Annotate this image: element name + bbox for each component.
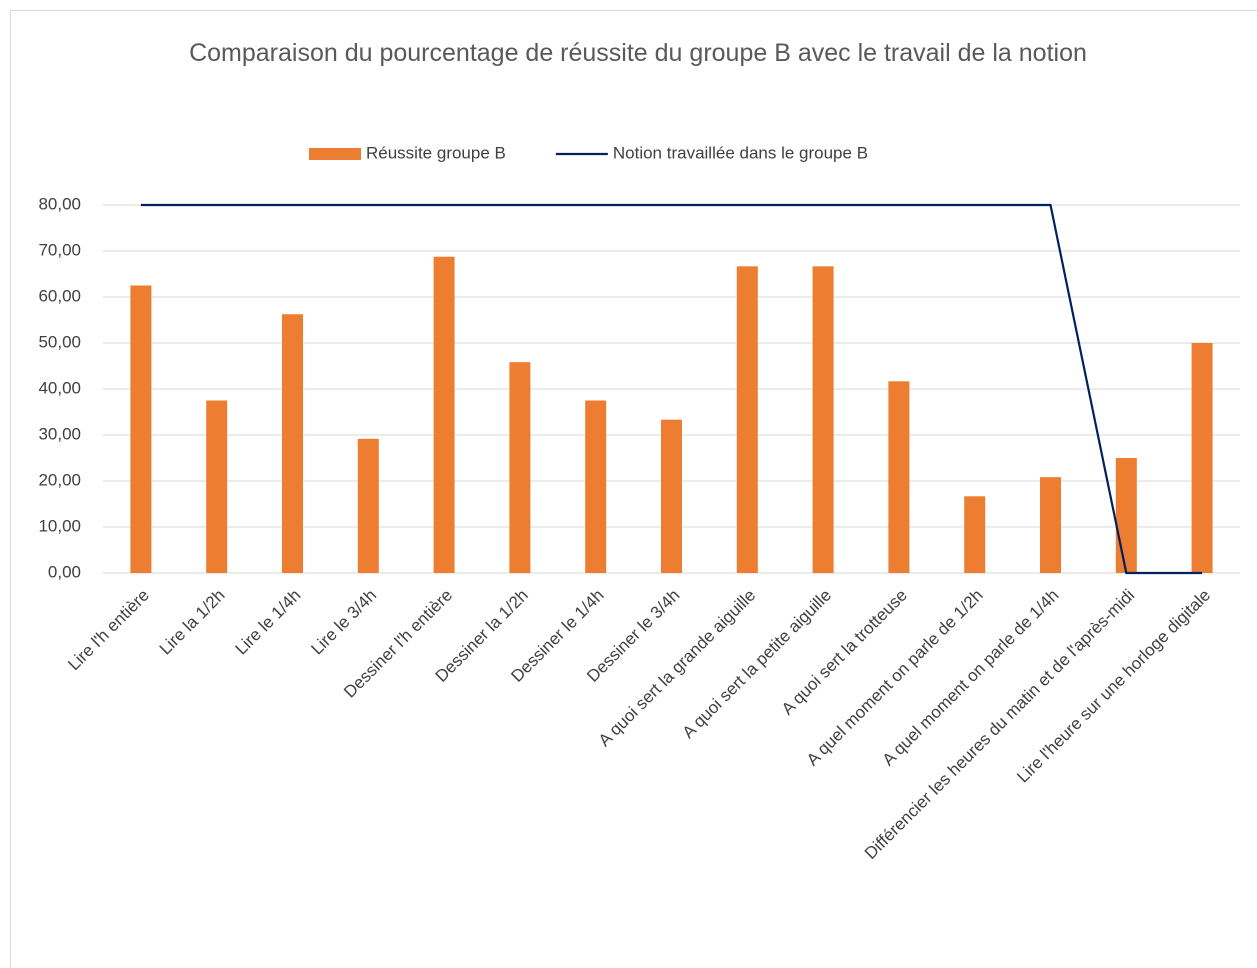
bar [509,362,531,573]
x-tick-label: A quoi sert la petite aiguille [679,586,835,742]
x-tick-label: A quoi sert la trotteuse [778,586,911,719]
legend-swatch [309,148,361,160]
bar [736,266,758,573]
bar [812,266,834,573]
x-tick-label: Lire le 1/4h [232,586,305,659]
chart-title: Comparaison du pourcentage de réussite d… [189,39,1087,67]
line [140,203,1203,575]
y-tick-label: 20,00 [38,470,81,489]
y-tick-label: 10,00 [38,516,81,535]
y-tick-label: 0,00 [48,562,81,581]
bar [585,400,607,573]
x-tick-label: A quoi sert la grande aiguille [595,586,759,750]
y-tick-label: 40,00 [38,378,81,397]
legend-label: Réussite groupe B [366,143,506,162]
bar [433,256,455,573]
bar [1191,343,1213,573]
bar [661,419,682,573]
y-tick-label: 60,00 [38,286,81,305]
bar [206,400,228,573]
y-tick-label: 80,00 [38,194,81,213]
x-tick-label: Lire l'h entière [64,586,153,675]
bar [1115,458,1137,573]
chart-border [10,10,1257,968]
x-tick-label: Lire le 3/4h [307,586,380,659]
x-tick-label: Différencier les heures du matin et de l… [861,586,1138,863]
bar [964,496,986,573]
bar [1040,477,1061,573]
y-tick-label: 50,00 [38,332,81,351]
x-tick-label: Lire la 1/2h [156,586,229,659]
legend-label: Notion travaillée dans le groupe B [613,143,868,162]
y-tick-label: 70,00 [38,240,81,259]
bar [357,438,379,573]
bar [130,285,152,573]
bar [282,314,303,573]
y-tick-label: 30,00 [38,424,81,443]
bar [888,381,910,573]
